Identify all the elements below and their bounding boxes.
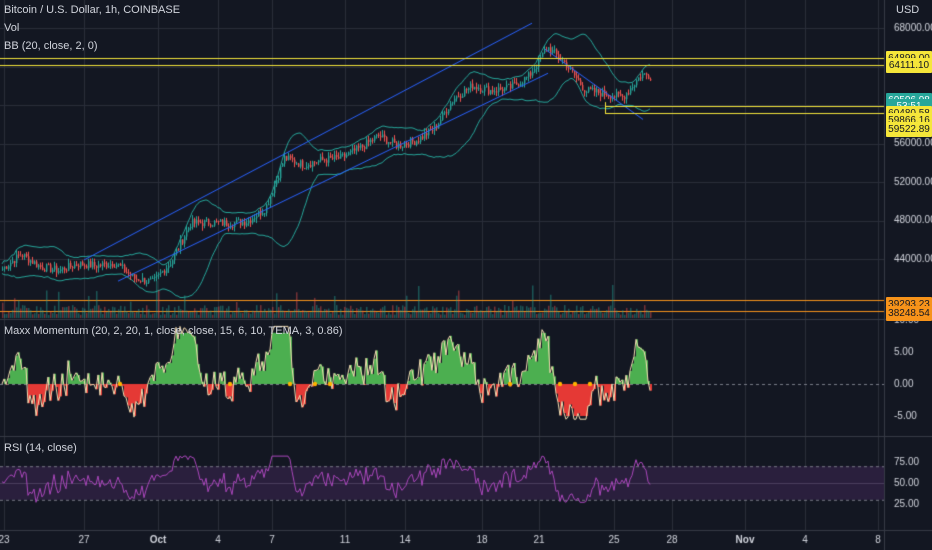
bollinger-legend[interactable]: BB (20, close, 2, 0): [4, 40, 98, 52]
price-tag: 59522.89: [886, 122, 932, 138]
currency-label: USD: [896, 4, 920, 16]
symbol-title: Bitcoin / U.S. Dollar, 1h, COINBASE: [4, 4, 181, 16]
price-tag: 38248.54: [886, 305, 932, 321]
volume-legend[interactable]: Vol: [4, 22, 20, 34]
momentum-legend[interactable]: Maxx Momentum (20, 2, 20, 1, close, clos…: [4, 325, 343, 337]
rsi-legend[interactable]: RSI (14, close): [4, 442, 77, 454]
price-tag: 64111.10: [886, 58, 932, 74]
